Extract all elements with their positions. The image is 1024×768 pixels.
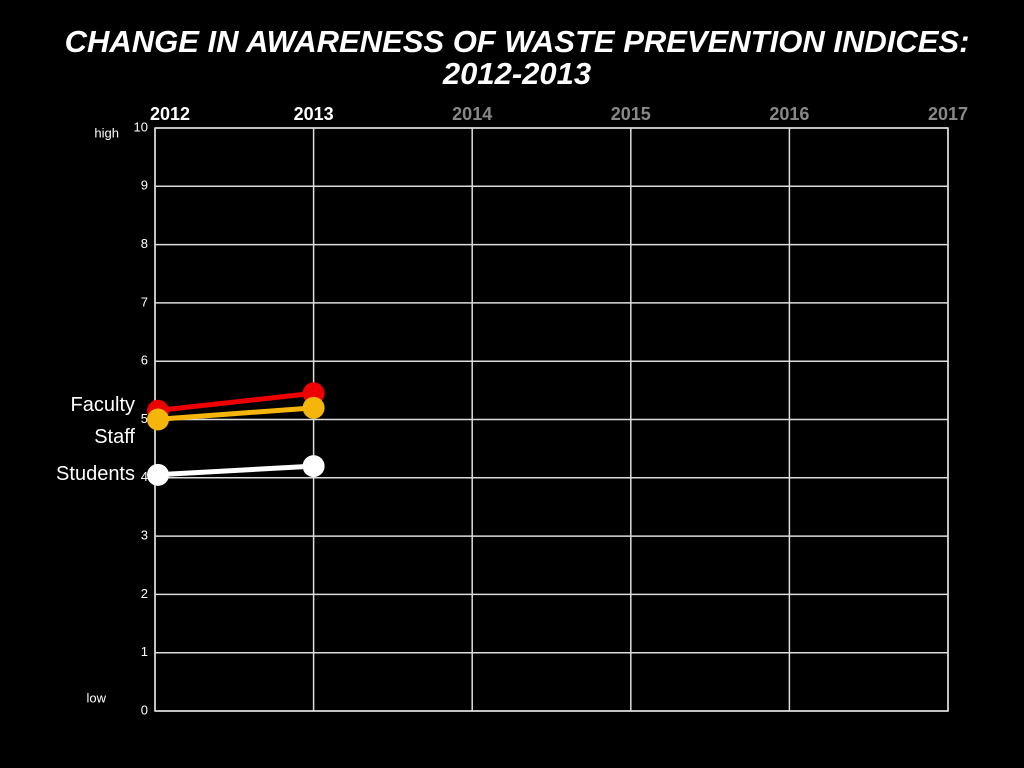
- series-label: Faculty: [71, 394, 135, 416]
- axis-annotation: high: [94, 125, 119, 140]
- x-tick-label: 2015: [611, 104, 651, 124]
- y-tick-label: 10: [134, 119, 148, 134]
- y-tick-label: 5: [141, 411, 148, 426]
- y-tick-label: 3: [141, 528, 148, 543]
- y-tick-label: 9: [141, 178, 148, 193]
- y-tick-label: 1: [141, 644, 148, 659]
- x-tick-label: 2014: [452, 104, 492, 124]
- y-tick-label: 4: [141, 469, 148, 484]
- x-tick-label: 2013: [294, 104, 334, 124]
- data-point: [147, 463, 169, 486]
- y-tick-label: 7: [141, 294, 148, 309]
- chart-title: CHANGE IN AWARENESS OF WASTE PREVENTION …: [64, 24, 970, 91]
- x-tick-label: 2012: [150, 104, 190, 124]
- data-point: [302, 455, 325, 478]
- series-label: Students: [56, 463, 135, 485]
- series-line: [154, 390, 314, 414]
- y-tick-label: 2: [141, 586, 148, 601]
- x-tick-label: 2017: [928, 104, 968, 124]
- series-line: [154, 463, 314, 478]
- series-line: [154, 405, 314, 422]
- x-tick-label: 2016: [769, 104, 809, 124]
- y-tick-label: 8: [141, 236, 148, 251]
- axis-annotation: low: [86, 690, 106, 705]
- data-point: [147, 408, 169, 431]
- data-point: [302, 396, 325, 419]
- y-tick-label: 0: [141, 702, 148, 717]
- y-tick-label: 6: [141, 353, 148, 368]
- series-label: Staff: [94, 426, 135, 448]
